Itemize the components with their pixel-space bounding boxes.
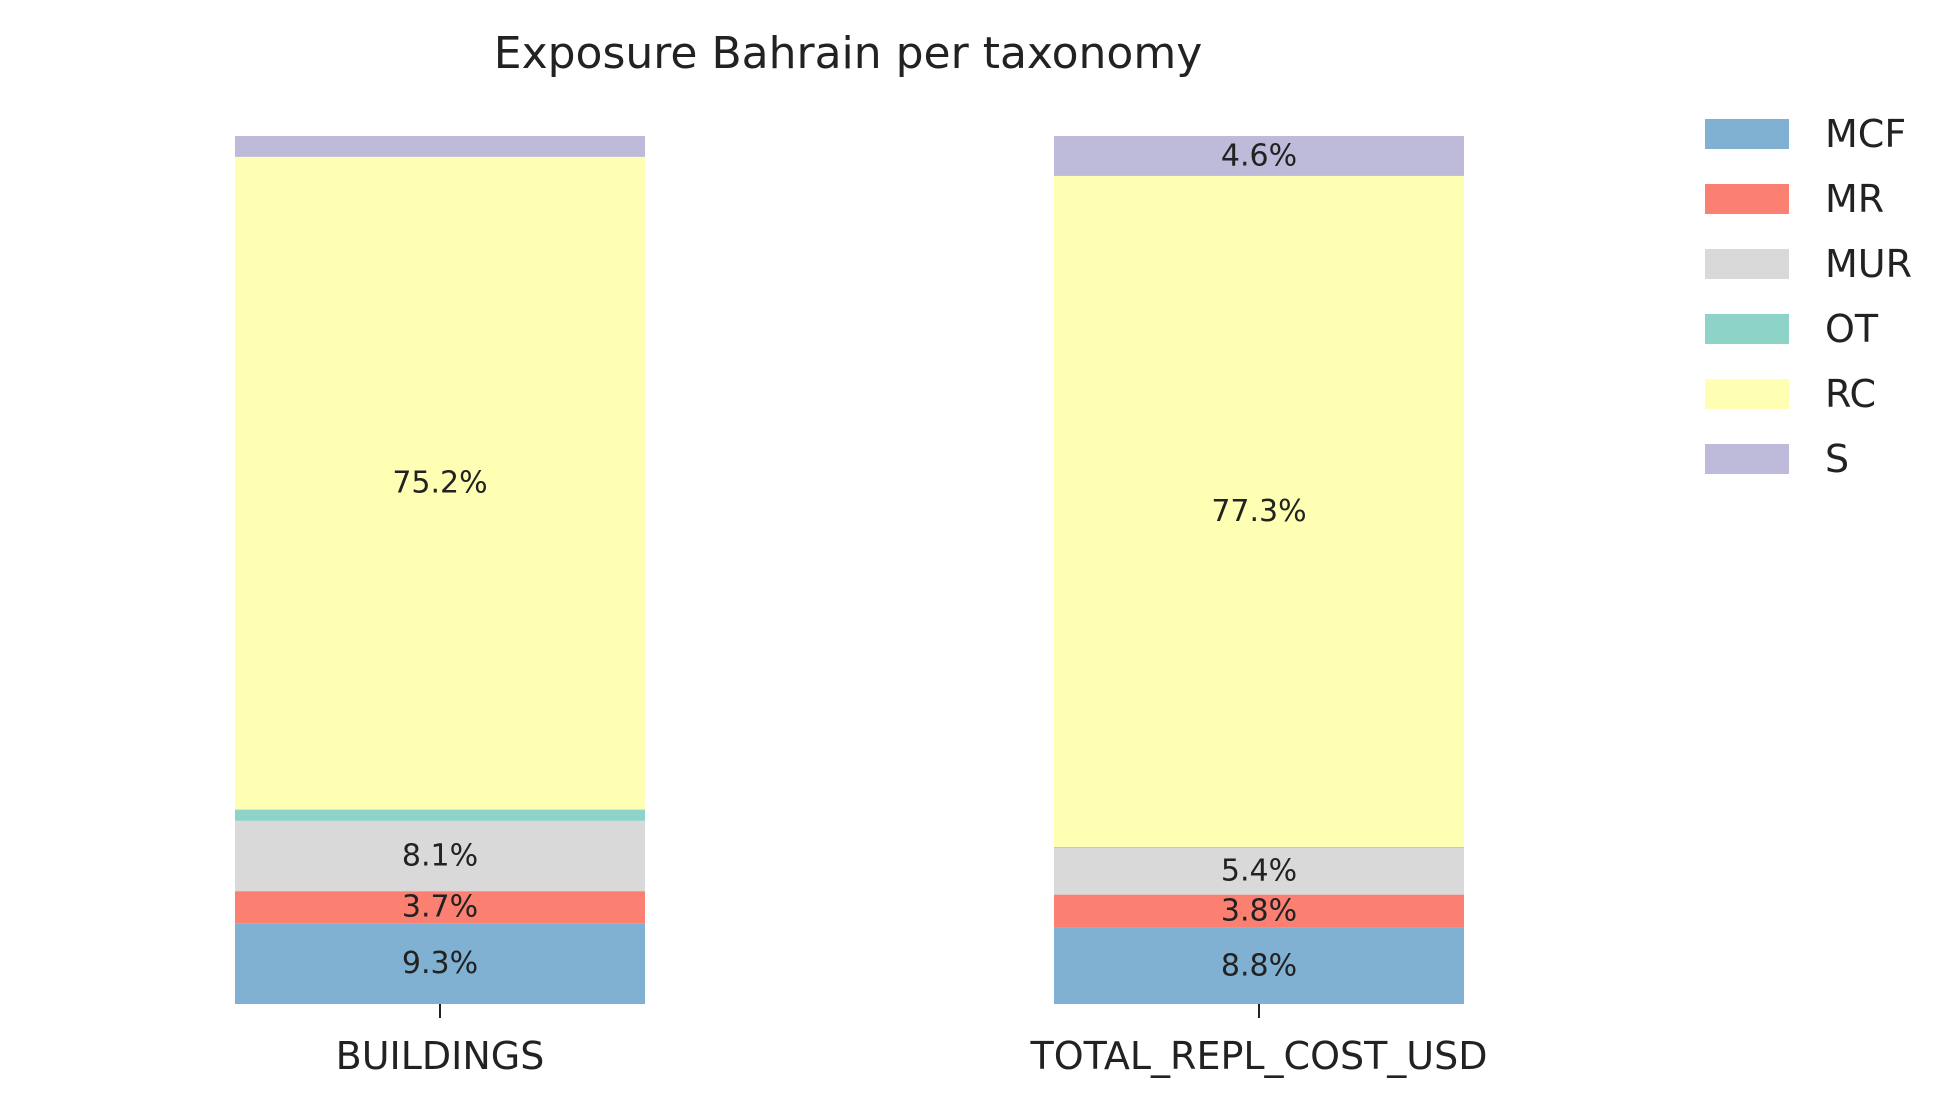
- legend-swatch-s: [1705, 444, 1789, 474]
- data-label-total-repl-cost-usd-rc: 77.3%: [1211, 494, 1306, 529]
- legend-item-ot: OT: [1705, 307, 1879, 351]
- legend-label-rc: RC: [1825, 372, 1876, 416]
- data-label-total-repl-cost-usd-s: 4.6%: [1221, 138, 1297, 173]
- legend-swatch-ot: [1705, 314, 1789, 344]
- segment-labels-layer: 9.3% 3.7% 8.1% 75.2% 8.8% 3.8% 5.4% 77.3% 4.6%: [392, 138, 1306, 983]
- data-label-buildings-mur: 8.1%: [402, 839, 478, 874]
- legend-label-mr: MR: [1825, 177, 1884, 221]
- legend-item-mur: MUR: [1705, 242, 1912, 286]
- data-label-buildings-mcf: 9.3%: [402, 946, 478, 981]
- bar-segment-buildings-mcf: [235, 923, 645, 1004]
- x-tick-label-total-repl-cost-usd: TOTAL_REPL_COST_USD: [1029, 1034, 1487, 1078]
- chart-title: Exposure Bahrain per taxonomy: [494, 28, 1202, 79]
- bar-segment-total-repl-cost-usd-mr: [1054, 894, 1464, 928]
- bar-segment-total-repl-cost-usd-rc: [1054, 175, 1464, 847]
- bar-segment-total-repl-cost-usd-s: [1054, 136, 1464, 176]
- legend-swatch-rc: [1705, 379, 1789, 409]
- legend-item-mcf: MCF: [1705, 112, 1906, 156]
- data-label-total-repl-cost-usd-mcf: 8.8%: [1221, 948, 1297, 983]
- legend-swatch-mcf: [1705, 119, 1789, 149]
- bars-layer: [235, 136, 1464, 1004]
- x-axis: BUILDINGS TOTAL_REPL_COST_USD: [336, 1004, 1488, 1078]
- legend-item-rc: RC: [1705, 372, 1876, 416]
- bar-segment-total-repl-cost-usd-mur: [1054, 847, 1464, 895]
- bar-segment-buildings-mr: [235, 891, 645, 924]
- bar-segment-buildings-s: [235, 136, 645, 157]
- legend: MCF MR MUR OT RC S: [1705, 112, 1912, 481]
- legend-label-mur: MUR: [1825, 242, 1912, 286]
- legend-label-s: S: [1825, 437, 1849, 481]
- legend-label-mcf: MCF: [1825, 112, 1906, 156]
- x-tick-label-buildings: BUILDINGS: [336, 1034, 545, 1078]
- bar-segment-buildings-mur: [235, 820, 645, 892]
- bar-segment-total-repl-cost-usd-mcf: [1054, 927, 1464, 1004]
- bar-segment-buildings-ot: [235, 809, 645, 821]
- data-label-total-repl-cost-usd-mr: 3.8%: [1221, 894, 1297, 929]
- data-label-buildings-mr: 3.7%: [402, 890, 478, 925]
- legend-item-mr: MR: [1705, 177, 1884, 221]
- legend-label-ot: OT: [1825, 307, 1879, 351]
- data-label-total-repl-cost-usd-mur: 5.4%: [1221, 854, 1297, 889]
- bar-segment-total-repl-cost-usd-ot: [1054, 846, 1464, 848]
- legend-swatch-mr: [1705, 184, 1789, 214]
- data-label-buildings-rc: 75.2%: [392, 466, 487, 501]
- legend-item-s: S: [1705, 437, 1849, 481]
- legend-swatch-mur: [1705, 249, 1789, 279]
- bar-segment-buildings-rc: [235, 156, 645, 810]
